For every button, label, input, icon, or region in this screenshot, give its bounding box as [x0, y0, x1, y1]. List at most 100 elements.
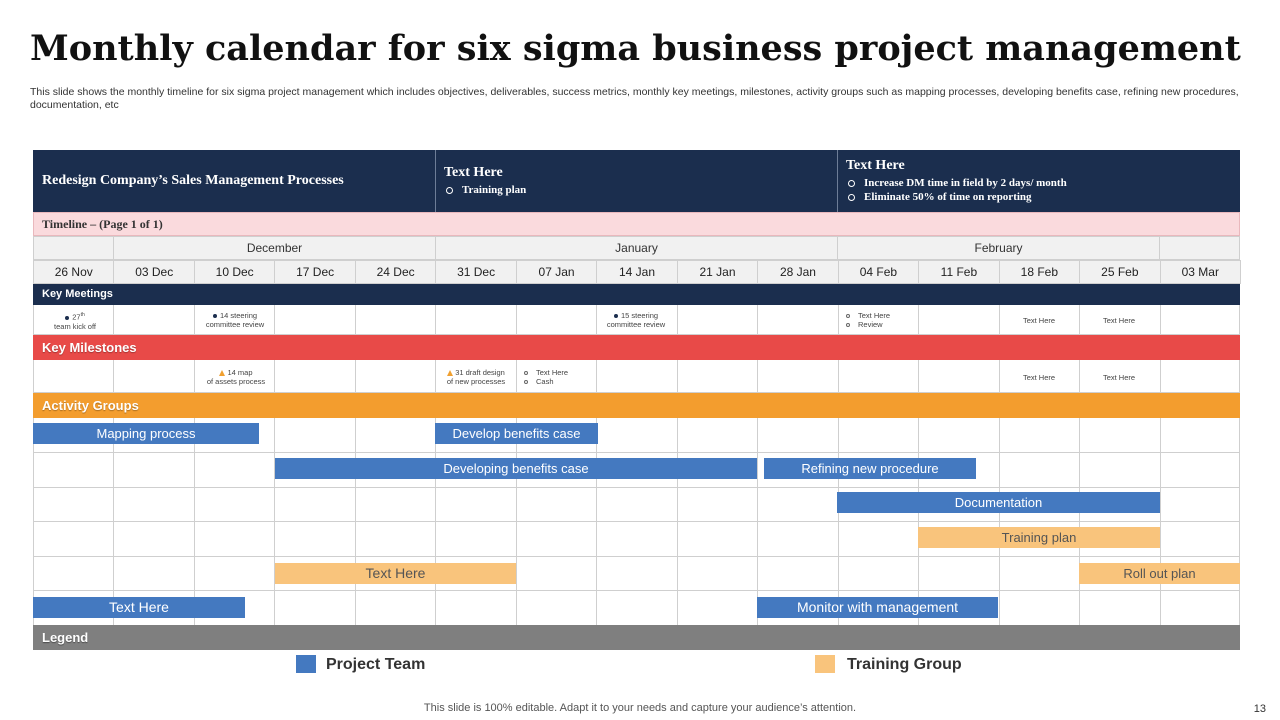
- week-cell: 21 Jan: [676, 260, 759, 284]
- activity-bar-mapping-process[interactable]: Mapping process: [33, 423, 259, 444]
- meeting-feb-items: Text Here Review: [846, 311, 916, 329]
- milestone-text-1: Text Here: [1022, 373, 1056, 382]
- grid-line: [676, 360, 678, 393]
- week-cell: 03 Mar: [1159, 260, 1242, 284]
- header-deliverables-title: Text Here: [444, 165, 503, 180]
- header-objective-title: Redesign Company’s Sales Management Proc…: [42, 173, 344, 188]
- grid-line: [435, 360, 437, 393]
- grid-line: [274, 360, 276, 393]
- week-cell: 11 Feb: [918, 260, 1000, 284]
- grid-line: [1239, 305, 1241, 335]
- activity-bar-training-plan[interactable]: Training plan: [918, 527, 1160, 548]
- header-deliverable-item: Training plan: [444, 183, 834, 197]
- page-number: 13: [1253, 703, 1266, 715]
- meeting-steering-2-line2: committee review: [606, 320, 666, 329]
- meeting-kickoff-day: 27: [72, 312, 81, 322]
- milestone-triangle-icon: [447, 370, 454, 377]
- grid-line: [596, 305, 598, 335]
- meeting-text-1: Text Here: [1022, 316, 1056, 325]
- milestone-draft-design: 31 draft design of new processes: [438, 368, 514, 386]
- milestone-map-assets-line2: of assets process: [206, 377, 266, 386]
- activity-bar-refining-procedure[interactable]: Refining new procedure: [764, 458, 976, 479]
- grid-line: [113, 360, 115, 393]
- header-metrics: Text Here Increase DM time in field by 2…: [846, 150, 1236, 212]
- legend-label-training-group: Training Group: [847, 656, 962, 673]
- month-february: February: [837, 236, 1160, 260]
- bullet-circle-icon: [846, 314, 850, 319]
- month-cell-blank: [33, 236, 114, 260]
- month-december: December: [113, 236, 436, 260]
- legend-swatch-project-team: [296, 655, 316, 673]
- grid-line: [33, 590, 1240, 591]
- grid-line: [435, 305, 437, 335]
- grid-line: [515, 360, 517, 393]
- grid-line: [998, 305, 1000, 335]
- grid-line: [515, 305, 517, 335]
- grid-line: [33, 521, 1240, 522]
- week-cell: 10 Dec: [193, 260, 276, 284]
- activity-groups-band: Activity Groups: [33, 393, 1240, 418]
- header-objective: Redesign Company’s Sales Management Proc…: [42, 150, 432, 212]
- meeting-steering-1-line2: committee review: [205, 320, 265, 329]
- bullet-circle-icon: [524, 371, 528, 376]
- activity-bar-monitor-management[interactable]: Monitor with management: [757, 597, 998, 618]
- grid-line: [837, 360, 839, 393]
- timeline-label: Timeline – (Page 1 of 1): [33, 212, 1240, 236]
- milestone-draft-design-line2: of new processes: [446, 377, 506, 386]
- legend-swatch-training-group: [815, 655, 835, 673]
- milestone-jan-item2: Cash: [536, 377, 554, 386]
- meeting-steering-2: 15 steering committee review: [601, 311, 671, 329]
- activity-bar-develop-benefits[interactable]: Develop benefits case: [435, 423, 598, 444]
- grid-line: [1079, 305, 1081, 335]
- meeting-text-2: Text Here: [1102, 316, 1136, 325]
- week-cell: 04 Feb: [837, 260, 920, 284]
- meeting-feb-item1: Text Here: [858, 311, 891, 320]
- activity-bar-documentation[interactable]: Documentation: [837, 492, 1160, 513]
- header-divider: [435, 150, 436, 212]
- activity-bar-roll-out-plan[interactable]: Roll out plan: [1079, 563, 1240, 584]
- milestone-map-assets: 14 map of assets process: [198, 368, 274, 386]
- grid-line: [757, 360, 759, 393]
- week-cell: 31 Dec: [435, 260, 517, 284]
- week-cell: 28 Jan: [757, 260, 839, 284]
- grid-line: [1159, 305, 1161, 335]
- meeting-kickoff: 27th team kick off: [50, 311, 100, 331]
- week-cell: 17 Dec: [274, 260, 356, 284]
- activity-bar-text-here-orange[interactable]: Text Here: [275, 563, 516, 584]
- grid-line: [33, 305, 34, 335]
- week-cell: 07 Jan: [515, 260, 598, 284]
- page-subtitle: This slide shows the monthly timeline fo…: [30, 86, 1239, 111]
- header-row: Redesign Company’s Sales Management Proc…: [33, 150, 1240, 212]
- grid-line: [837, 305, 839, 335]
- header-metrics-title: Text Here: [846, 158, 905, 173]
- activity-bar-text-here-blue[interactable]: Text Here: [33, 597, 245, 618]
- bullet-circle-icon: [846, 323, 850, 328]
- grid-line: [676, 305, 678, 335]
- activity-bar-developing-benefits[interactable]: Developing benefits case: [275, 458, 757, 479]
- meeting-kickoff-text: team kick off: [54, 321, 96, 331]
- grid-line: [193, 305, 195, 335]
- bullet-circle-icon: [524, 380, 528, 385]
- meeting-kickoff-suffix: th: [80, 312, 85, 318]
- grid-line: [1079, 360, 1081, 393]
- week-cell: 26 Nov: [33, 260, 115, 284]
- grid-line: [193, 360, 195, 393]
- grid-line: [33, 487, 1240, 488]
- grid-line: [918, 305, 920, 335]
- grid-line: [113, 305, 115, 335]
- key-milestones-band: Key Milestones: [33, 335, 1240, 360]
- grid-line: [1239, 360, 1241, 393]
- grid-line: [757, 305, 759, 335]
- grid-line: [1159, 360, 1161, 393]
- legend-band: Legend: [33, 625, 1240, 650]
- header-metric-item: Increase DM time in field by 2 days/ mon…: [846, 176, 1236, 190]
- meeting-steering-2-line1: 15 steering: [620, 311, 659, 320]
- week-cell: 25 Feb: [1079, 260, 1161, 284]
- header-deliverables: Text Here Training plan: [444, 150, 834, 212]
- week-cell: 14 Jan: [596, 260, 678, 284]
- grid-line: [33, 452, 1240, 453]
- meeting-steering-1-line1: 14 steering: [219, 311, 258, 320]
- grid-line: [918, 360, 920, 393]
- meeting-dot-icon: [613, 314, 618, 319]
- week-cell: 24 Dec: [354, 260, 437, 284]
